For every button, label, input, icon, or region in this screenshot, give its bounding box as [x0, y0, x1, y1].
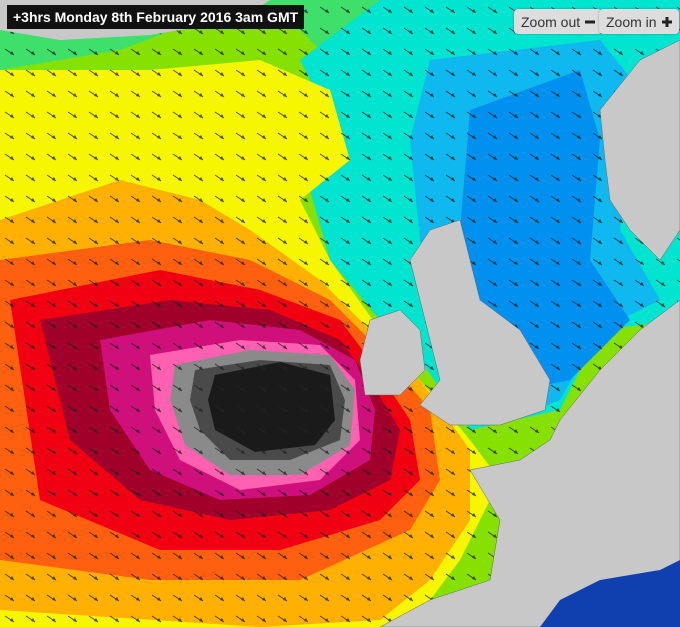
- land-great-britain: [409, 219, 551, 426]
- zoom-in-label: Zoom in: [606, 13, 657, 30]
- land-continent: [379, 299, 680, 627]
- zoom-in-button[interactable]: Zoom in: [599, 9, 679, 34]
- land-norway: [599, 39, 680, 261]
- plus-icon: [661, 16, 672, 27]
- minus-icon: [585, 20, 596, 23]
- zoom-out-button[interactable]: Zoom out: [514, 9, 603, 34]
- land-ireland: [359, 309, 426, 396]
- zoom-out-label: Zoom out: [521, 13, 581, 30]
- forecast-title: +3hrs Monday 8th February 2016 3am GMT: [7, 5, 305, 29]
- sea-mediterranean: [540, 560, 680, 627]
